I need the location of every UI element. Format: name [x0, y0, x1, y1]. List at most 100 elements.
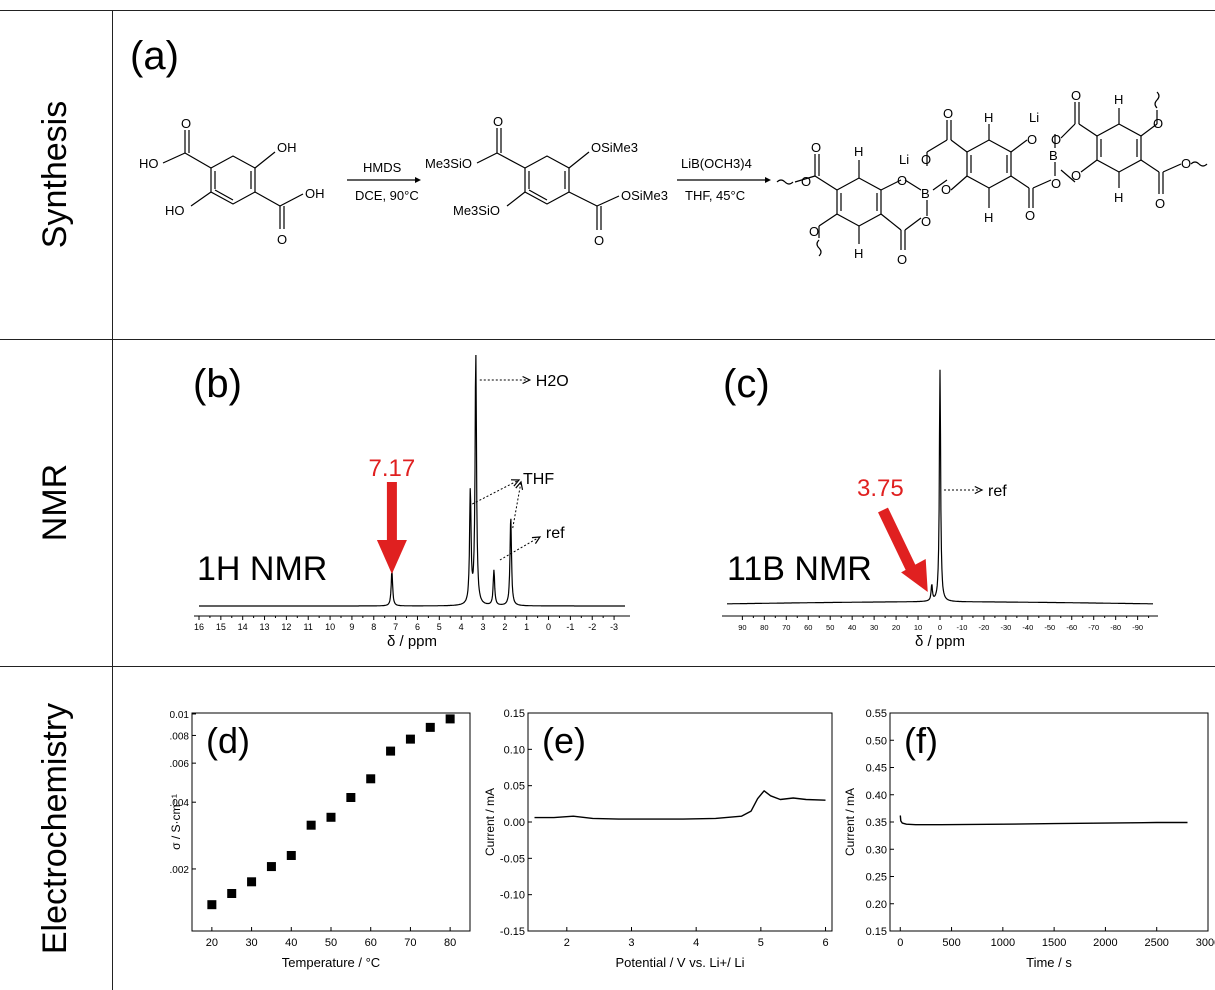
- molecule-silyl-ester: [476, 128, 620, 230]
- atom-o: O: [941, 182, 951, 197]
- chart-1h-nmr: (b)16 15 14 13 12 11 10 9 8 7 6 5 4 3 2 1 0 -1 -2 -3δ / ppm…: [193, 354, 630, 650]
- atom-o: O: [277, 232, 287, 247]
- atom-li: Li: [1029, 110, 1039, 125]
- ref-label: ref: [988, 483, 1007, 500]
- atom-o: O: [801, 174, 811, 189]
- y-tick-label: 0.008: [170, 731, 189, 742]
- x-tick-label: 0: [938, 623, 942, 632]
- x-tick-label: 20: [892, 623, 900, 632]
- y-axis-label: Current / mA: [483, 788, 497, 856]
- thf-arrow-head: [515, 480, 524, 490]
- atom-o: O: [897, 173, 907, 188]
- x-tick-label: 0: [546, 622, 551, 632]
- series-line: [899, 815, 1188, 826]
- thf-label: THF: [523, 471, 554, 488]
- spectrum-line: [199, 354, 625, 607]
- chart-lsv: (e) Potential / V vs. Li+/ Li Current / mA…: [483, 708, 833, 970]
- x-tick-label: 80: [444, 937, 456, 949]
- x-tick-label: 1: [524, 622, 529, 632]
- highlight-arrow-head: [376, 540, 407, 574]
- data-point: [286, 850, 296, 860]
- x-axis-label: Temperature / °C: [282, 955, 380, 970]
- data-point: [346, 792, 356, 802]
- x-tick-label: 30: [245, 937, 257, 949]
- atom-o: O: [809, 224, 819, 239]
- atom-o: O: [1153, 116, 1163, 131]
- x-tick-label: -2: [588, 622, 596, 632]
- atom-o: O: [811, 140, 821, 155]
- x-tick-label: 0: [897, 937, 903, 949]
- x-tick-label: 15: [216, 622, 226, 632]
- x-tick-label: 5: [758, 937, 764, 949]
- highlight-arrow: [878, 507, 917, 573]
- x-tick-label: 2: [502, 622, 507, 632]
- y-tick-label: 0.10: [504, 744, 525, 756]
- x-tick-label: -90: [1132, 623, 1143, 632]
- atom-o: O: [897, 252, 907, 267]
- atom-h: H: [984, 210, 993, 225]
- panel-label: (e): [542, 720, 586, 761]
- data-point: [326, 812, 336, 822]
- atom-o: O: [1181, 156, 1191, 171]
- y-tick-label: 0.006: [170, 759, 189, 770]
- y-tick-label: 0.35: [866, 817, 887, 829]
- highlight-value: 7.17: [369, 455, 416, 482]
- x-tick-label: 40: [285, 937, 297, 949]
- x-tick-label: 4: [459, 622, 464, 632]
- x-tick-label: 10: [914, 623, 922, 632]
- data-point: [227, 888, 237, 898]
- x-tick-label: 5: [437, 622, 442, 632]
- x-tick-label: 1500: [1042, 937, 1066, 949]
- x-tick-label: 2000: [1093, 937, 1117, 949]
- atom-o: O: [1051, 132, 1061, 147]
- x-tick-label: -80: [1110, 623, 1121, 632]
- data-point: [207, 900, 217, 910]
- atom-o: O: [1025, 208, 1035, 223]
- x-tick-label: 6: [415, 622, 420, 632]
- h2o-label: H2O: [536, 373, 569, 390]
- y-tick-label: -0.05: [500, 853, 525, 865]
- atom-li: Li: [899, 152, 909, 167]
- atom-me3sio: Me3SiO: [425, 156, 472, 171]
- ref-leader: [499, 537, 539, 561]
- atom-o: O: [493, 114, 503, 129]
- atom-o: O: [921, 214, 931, 229]
- x-tick-label: 500: [942, 937, 960, 949]
- conditions-step1: DCE, 90°C: [355, 188, 419, 203]
- x-axis-label: δ / ppm: [915, 633, 965, 650]
- atom-o: O: [943, 106, 953, 121]
- x-tick-label: 3: [628, 937, 634, 949]
- y-tick-label: 0.00: [504, 817, 525, 829]
- x-tick-label: -10: [957, 623, 968, 632]
- x-tick-label: 80: [760, 623, 768, 632]
- y-tick-label: 0.45: [866, 763, 887, 775]
- atom-osime3: OSiMe3: [621, 188, 668, 203]
- thf-leader: [472, 479, 520, 505]
- panel-label: (f): [904, 720, 938, 761]
- atom-o: O: [1155, 196, 1165, 211]
- row-label-nmr: NMR: [0, 339, 112, 666]
- x-tick-label: -40: [1022, 623, 1033, 632]
- thf-arrow-head: [510, 479, 521, 487]
- divider-synthesis-nmr: [0, 339, 1215, 340]
- x-tick-label: -20: [978, 623, 989, 632]
- x-tick-label: 14: [238, 622, 248, 632]
- atom-h: H: [854, 246, 863, 261]
- y-axis-label: σ / S·cm⁻¹: [170, 794, 183, 850]
- y-tick-label: 0.30: [866, 844, 887, 856]
- atom-h: H: [1114, 190, 1123, 205]
- data-point: [405, 734, 415, 744]
- synthesis-label: Synthesis: [36, 100, 75, 249]
- ref-label: ref: [546, 525, 565, 542]
- divider-top: [0, 10, 1215, 11]
- highlight-arrow-head: [901, 558, 928, 592]
- x-tick-label: 16: [194, 622, 204, 632]
- x-tick-label: 4: [693, 937, 699, 949]
- atom-h: H: [1114, 92, 1123, 107]
- atom-me3sio: Me3SiO: [453, 203, 500, 218]
- atom-b: B: [921, 186, 930, 201]
- x-tick-label: 60: [365, 937, 377, 949]
- x-tick-label: 2500: [1144, 937, 1168, 949]
- x-tick-label: 1000: [991, 937, 1015, 949]
